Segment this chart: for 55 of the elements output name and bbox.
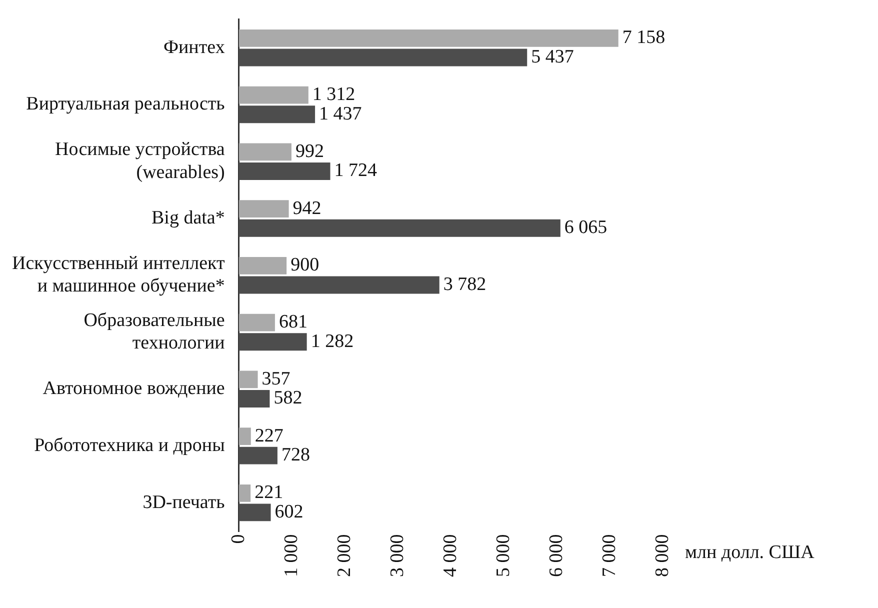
data-label: 942 (292, 198, 322, 219)
x-tick-label: 7 000 (598, 534, 620, 577)
x-tick-label: 4 000 (440, 534, 461, 577)
y-tick-label: 3D-печать (142, 492, 226, 513)
x-tick-label: 6 000 (546, 534, 567, 577)
bar (238, 256, 287, 274)
bar (238, 314, 275, 332)
data-label: 602 (274, 501, 304, 522)
data-label: 357 (262, 368, 290, 390)
y-tick-label: Big data* (151, 207, 225, 228)
x-axis-title: млн долл. США (685, 542, 815, 564)
data-label: 1 282 (310, 330, 354, 352)
x-tick-label: 3 000 (386, 534, 408, 577)
data-label: 1 724 (334, 160, 378, 182)
bar (238, 200, 289, 218)
data-label: 900 (290, 254, 320, 276)
bar (238, 86, 308, 104)
bar (238, 106, 316, 124)
data-label: 1 312 (312, 84, 356, 106)
x-tick-label: 1 000 (280, 534, 302, 577)
bar (238, 29, 618, 47)
x-tick-label: 5 000 (492, 534, 514, 577)
data-label: 227 (254, 425, 284, 446)
bar (238, 390, 270, 408)
bar (238, 446, 278, 464)
data-label: 6 065 (564, 217, 608, 238)
bar (238, 504, 271, 522)
bar (238, 219, 560, 237)
y-tick-label: Образовательные технологии (84, 310, 225, 354)
bar (238, 428, 251, 445)
bar (238, 484, 251, 502)
data-label: 582 (274, 388, 302, 409)
bar (238, 370, 258, 388)
bar (238, 48, 528, 66)
data-label: 7 158 (622, 27, 666, 48)
data-label: 221 (254, 482, 284, 504)
data-label: 1 437 (319, 103, 362, 124)
y-tick-label: Робототехника и дроны (34, 434, 226, 456)
y-tick-label: Финтех (164, 36, 226, 58)
bar (238, 162, 330, 180)
bar (238, 143, 292, 161)
y-tick-label: Виртуальная реальность (26, 94, 226, 115)
data-label: 681 (278, 312, 308, 333)
bar (238, 276, 440, 294)
bar (238, 333, 307, 351)
y-tick-label: Автономное вождение (42, 378, 225, 400)
data-label: 5 437 (531, 46, 574, 68)
data-label: 728 (281, 444, 310, 466)
x-tick-label: 8 000 (652, 534, 673, 577)
y-tick-label: Носимые устройства (wearables) (55, 139, 226, 183)
x-tick-label: 0 (228, 534, 249, 544)
data-label: 992 (295, 140, 324, 162)
x-tick-label: 2 000 (334, 534, 355, 577)
y-tick-label: Искусственный интеллект и машинное обучение* (12, 252, 226, 297)
data-label: 3 782 (443, 274, 486, 295)
